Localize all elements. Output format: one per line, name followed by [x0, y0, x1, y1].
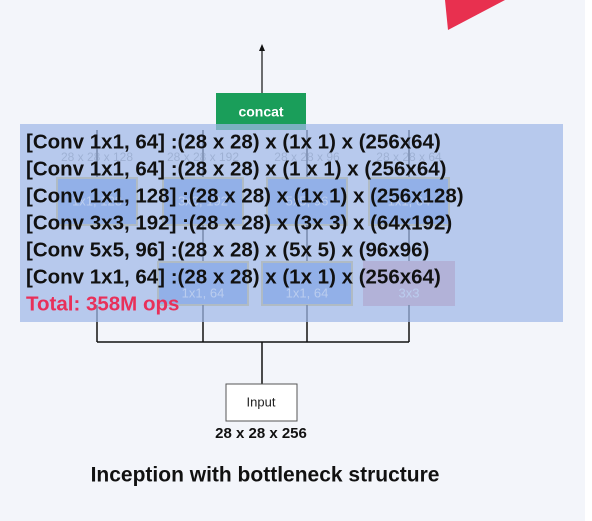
- total: Total: 358M ops: [26, 292, 179, 315]
- decoration: [445, 0, 505, 30]
- op-line: [Conv 1x1, 64] :(28 x 28) x (1x 1) x (25…: [26, 265, 441, 288]
- overlay: [20, 124, 563, 322]
- edge: [585, 0, 592, 521]
- overlay-text: [Conv 1x1, 64] :(28 x 28) x (1x 1) x (25…: [26, 130, 464, 288]
- input-box: [225, 383, 298, 422]
- op-line: [Conv 5x5, 96] :(28 x 28) x (5x 5) x (96…: [26, 238, 429, 261]
- input-size: 28 x 28 x 256: [215, 425, 307, 442]
- op-line: [Conv 1x1, 64] :(28 x 28) x (1 x 1) x (2…: [26, 157, 446, 180]
- arrow-head: [259, 44, 265, 51]
- concat-box: [216, 93, 306, 130]
- concat-label: concat: [238, 104, 283, 120]
- input-label: Input: [247, 394, 276, 409]
- op-line: [Conv 3x3, 192] :(28 x 28) x (3x 3) x (6…: [26, 211, 452, 234]
- op-line: [Conv 1x1, 64] :(28 x 28) x (1x 1) x (25…: [26, 130, 441, 153]
- op-line: [Conv 1x1, 128] :(28 x 28) x (1x 1) x (2…: [26, 184, 464, 207]
- title: Inception with bottleneck structure: [91, 464, 440, 487]
